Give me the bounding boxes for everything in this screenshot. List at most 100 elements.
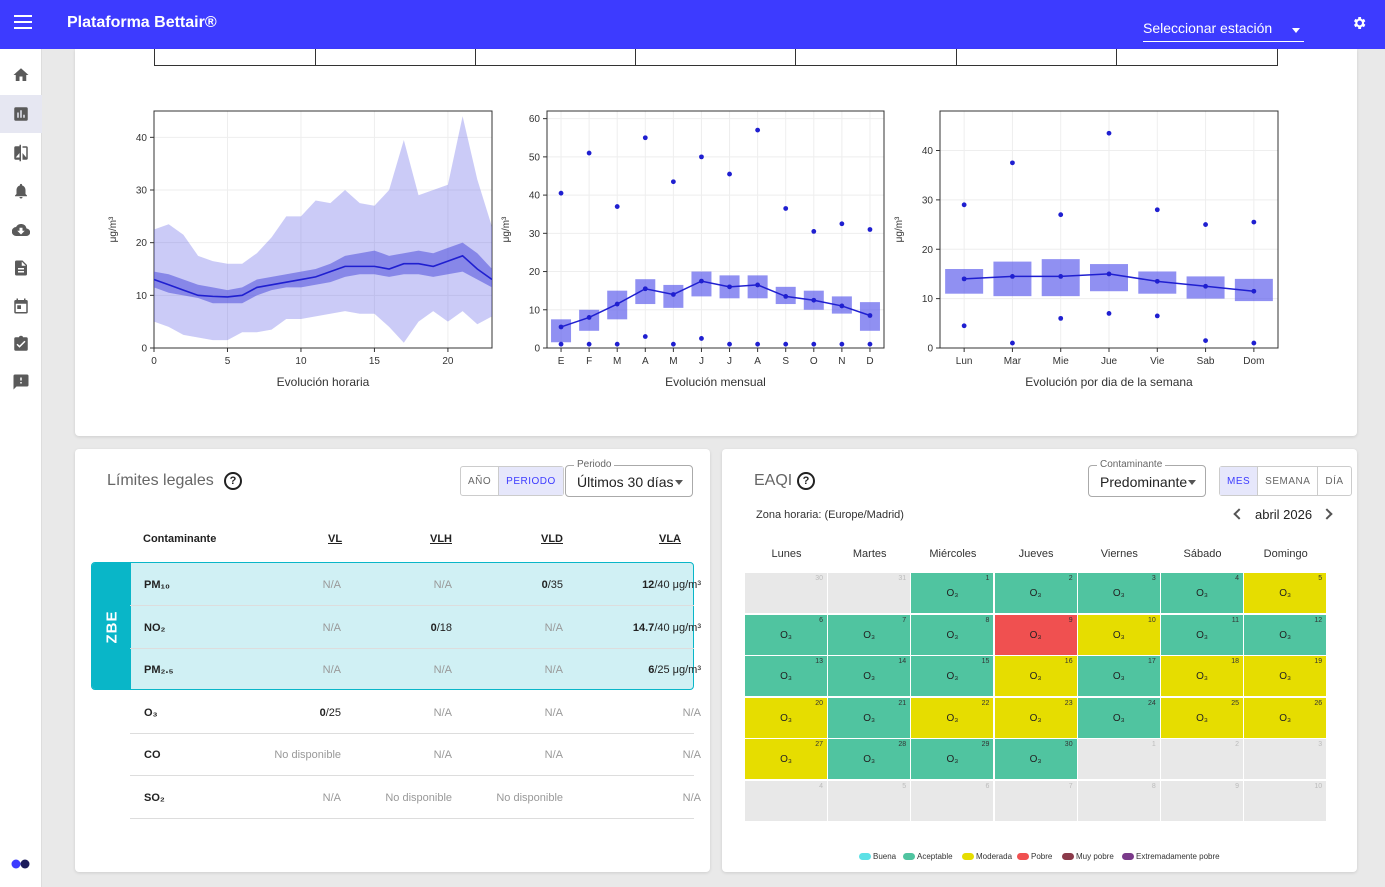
dominant-pollutant: O₃: [1029, 754, 1042, 765]
sidebar-item-tasks[interactable]: [0, 325, 42, 363]
min-point: [1251, 340, 1257, 346]
limit-threshold: /35: [547, 579, 563, 591]
calendar-day[interactable]: 17 O₃: [1077, 656, 1160, 696]
col-header-vl[interactable]: VL: [328, 533, 343, 545]
help-icon[interactable]: ?: [224, 472, 242, 490]
day-number: 26: [1314, 699, 1323, 707]
toggle-week[interactable]: SEMANA: [1258, 467, 1319, 495]
calendar-day[interactable]: 24 O₃: [1077, 697, 1160, 738]
calendar-day[interactable]: 12 O₃: [1244, 614, 1327, 655]
col-header-vlh[interactable]: VLH: [430, 533, 452, 545]
y-axis-label: μg/m³: [894, 216, 905, 242]
calendar-day[interactable]: 20 O₃: [745, 697, 827, 738]
table-row: SO₂ N/A No disponible No disponible N/A: [130, 776, 701, 819]
weekday-header: Lunes: [771, 548, 802, 560]
app-title: Plataforma Bettair®: [67, 14, 217, 31]
calendar-day[interactable]: 16 O₃: [994, 656, 1077, 696]
dominant-pollutant: O₃: [1112, 712, 1125, 724]
calendar-day[interactable]: 29 O₃: [911, 739, 994, 779]
limit-count: 14.7: [632, 621, 655, 634]
calendar-day[interactable]: 21 O₃: [828, 697, 911, 738]
gear-icon[interactable]: [1351, 15, 1367, 31]
max-point: [839, 221, 845, 227]
calendar-day[interactable]: 13 O₃: [745, 656, 827, 696]
calendar-day[interactable]: 14 O₃: [828, 656, 911, 696]
calendar-day[interactable]: 25 O₃: [1161, 697, 1243, 738]
legend-swatch: [962, 853, 974, 860]
report-icon: [13, 374, 29, 390]
legend-label: Aceptable: [917, 852, 953, 861]
sidebar-item-reports[interactable]: [0, 249, 42, 287]
x-tick-label: O: [810, 356, 818, 367]
help-icon[interactable]: ?: [797, 472, 815, 490]
calendar-day[interactable]: 6 O₃: [745, 614, 827, 655]
menu-icon[interactable]: [14, 15, 32, 29]
mean-point: [783, 293, 789, 299]
calendar-day[interactable]: 23 O₃: [994, 697, 1077, 738]
min-point: [839, 341, 845, 347]
max-point: [1106, 130, 1112, 136]
limit-value-vld: N/A: [544, 749, 563, 761]
sidebar-item-charts[interactable]: [0, 95, 42, 133]
day-number: 11: [1231, 616, 1239, 624]
calendar-day[interactable]: 10 O₃: [1077, 614, 1160, 655]
dominant-pollutant: O₃: [863, 712, 876, 724]
dominant-pollutant: O₃: [1112, 588, 1125, 599]
col-header-vld[interactable]: VLD: [541, 533, 563, 545]
sidebar-item-alerts[interactable]: [0, 172, 42, 210]
limit-value-vl: N/A: [322, 791, 341, 804]
calendar-day[interactable]: 22 O₃: [911, 697, 994, 738]
toggle-year[interactable]: AÑO: [461, 467, 500, 495]
calendar-day[interactable]: 27 O₃: [745, 739, 827, 779]
sidebar-item-calendar[interactable]: [0, 287, 42, 325]
calendar-day[interactable]: 4 O₃: [1161, 573, 1243, 613]
sidebar-item-compare[interactable]: [0, 134, 42, 172]
sidebar-item-home[interactable]: [0, 56, 42, 94]
weekday-header: Miércoles: [929, 548, 977, 560]
max-point: [558, 190, 564, 196]
day-number: 30: [1064, 741, 1073, 748]
limit-count: 0: [541, 579, 548, 591]
period-select[interactable]: Periodo Últimos 30 días: [565, 459, 693, 497]
calendar-day[interactable]: 11 O₃: [1161, 614, 1243, 655]
calendar-day[interactable]: 5 O₃: [1244, 573, 1327, 613]
col-header-vla[interactable]: VLA: [659, 533, 681, 545]
limit-threshold: /25: [325, 706, 341, 719]
calendar-day[interactable]: 18 O₃: [1161, 656, 1243, 696]
mean-point: [727, 284, 732, 290]
toggle-period[interactable]: PERIODO: [499, 467, 563, 495]
sidebar-item-feedback[interactable]: [0, 363, 42, 401]
y-tick-label: 40: [529, 191, 541, 202]
pollutant-select[interactable]: Contaminante Predominante: [1088, 459, 1206, 497]
calendar-day[interactable]: 15 O₃: [911, 656, 994, 696]
chevron-right-icon[interactable]: [1321, 508, 1333, 520]
calendar-day[interactable]: 1 O₃: [911, 573, 994, 613]
weekday-header: Domingo: [1263, 548, 1308, 560]
calendar-day[interactable]: 3 O₃: [1077, 573, 1160, 613]
calendar-day[interactable]: 9 O₃: [994, 614, 1077, 655]
calendar-day[interactable]: 30 O₃: [994, 739, 1077, 779]
chevron-left-icon[interactable]: [1233, 508, 1245, 520]
station-select[interactable]: Seleccionar estación: [1143, 20, 1304, 42]
calendar-day: 3: [1244, 739, 1327, 779]
eaqi-card: EAQI ? Contaminante Predominante MES SEM…: [722, 449, 1357, 872]
sidebar-item-download[interactable]: [0, 211, 42, 249]
toggle-month[interactable]: MES: [1220, 467, 1259, 495]
zbe-group: ZBE: [91, 562, 694, 690]
calendar-day[interactable]: 28 O₃: [828, 739, 911, 779]
toggle-day[interactable]: DÍA: [1325, 475, 1344, 487]
calendar-day[interactable]: 2 O₃: [994, 573, 1077, 613]
calendar-day[interactable]: 19 O₃: [1244, 656, 1327, 696]
y-tick-label: 40: [136, 133, 148, 144]
day-number: 16: [1064, 658, 1073, 665]
weekday-header: Jueves: [1018, 548, 1054, 560]
table-row: O₃ 0/25 N/A N/A N/A: [130, 691, 701, 734]
limit-value-vld: No disponible: [496, 791, 563, 804]
y-tick-label: 0: [534, 344, 540, 355]
day-number: 30: [815, 575, 823, 582]
legal-limits-title: Límites legales: [107, 472, 214, 489]
calendar-day[interactable]: 8 O₃: [911, 614, 994, 655]
mean-line: [153, 254, 493, 298]
calendar-day[interactable]: 26 O₃: [1244, 697, 1327, 738]
calendar-day[interactable]: 7 O₃: [828, 614, 911, 655]
